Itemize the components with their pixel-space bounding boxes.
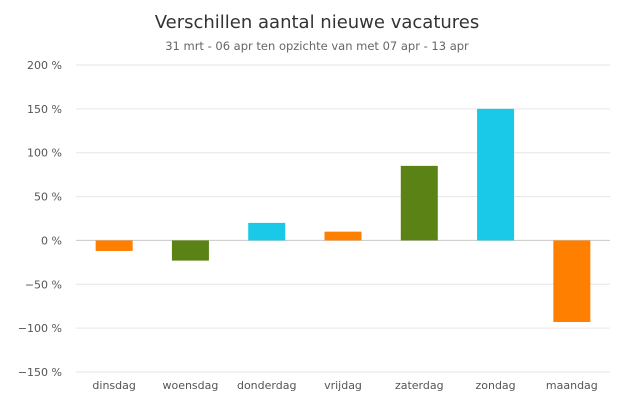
y-tick-label: 0 % bbox=[41, 234, 62, 247]
y-tick-label: −150 % bbox=[18, 366, 62, 379]
bar-donderdag[interactable] bbox=[248, 222, 286, 241]
y-tick-label: 150 % bbox=[27, 103, 62, 116]
bar-woensdag[interactable] bbox=[171, 240, 209, 261]
y-tick-label: 100 % bbox=[27, 147, 62, 160]
y-axis-ticks: −150 % −100 % −50 % 0 % 50 % 100 % 150 % 200 % bbox=[18, 59, 62, 379]
grid-lines bbox=[76, 64, 610, 373]
bar-zaterdag[interactable] bbox=[400, 165, 438, 241]
x-tick-label: maandag bbox=[546, 379, 598, 392]
x-tick-label: zondag bbox=[475, 379, 515, 392]
x-axis-ticks: dinsdag woensdag donderdag vrijdag zaterdag z… bbox=[92, 379, 597, 392]
bars bbox=[95, 108, 591, 323]
x-tick-label: dinsdag bbox=[92, 379, 135, 392]
chart-title: Verschillen aantal nieuwe vacatures bbox=[155, 12, 480, 33]
bar-maandag[interactable] bbox=[553, 240, 591, 323]
x-tick-label: woensdag bbox=[162, 379, 218, 392]
y-tick-label: 50 % bbox=[34, 191, 62, 204]
y-tick-label: −100 % bbox=[18, 322, 62, 335]
y-tick-label: 200 % bbox=[27, 59, 62, 72]
x-tick-label: donderdag bbox=[237, 379, 296, 392]
bar-vrijdag[interactable] bbox=[324, 231, 362, 241]
chart-subtitle: 31 mrt - 06 apr ten opzichte van met 07 … bbox=[165, 39, 469, 53]
x-tick-label: zaterdag bbox=[395, 379, 444, 392]
x-tick-label: vrijdag bbox=[324, 379, 362, 392]
bar-dinsdag[interactable] bbox=[95, 240, 133, 251]
bar-zondag[interactable] bbox=[477, 108, 515, 241]
y-tick-label: −50 % bbox=[25, 278, 62, 291]
